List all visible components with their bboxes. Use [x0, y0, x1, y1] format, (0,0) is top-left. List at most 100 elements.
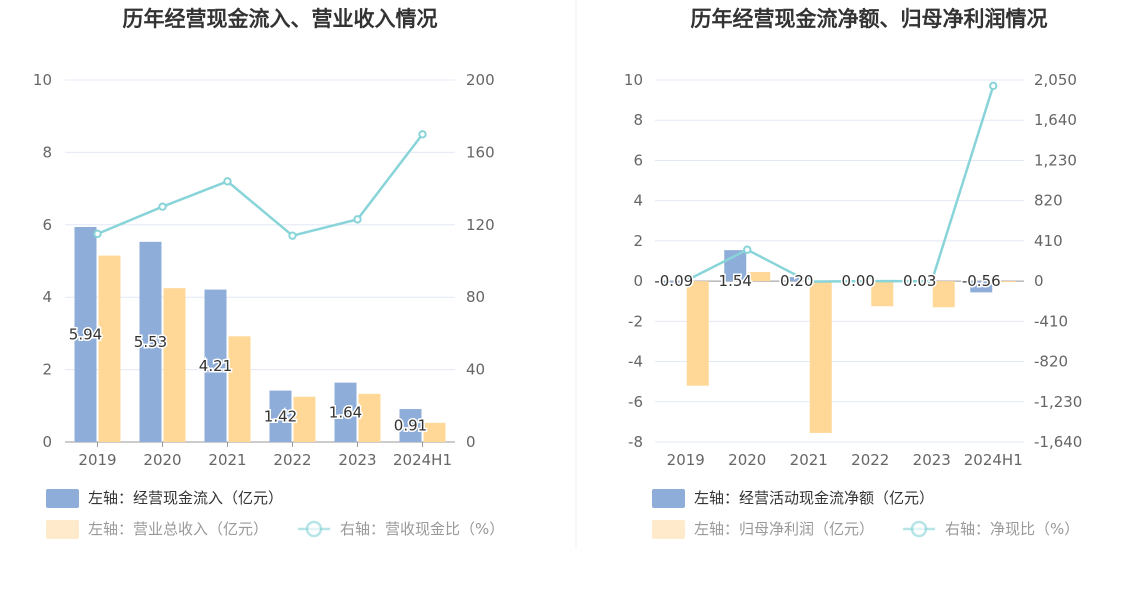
bar-series2: [163, 288, 186, 442]
line-point: [989, 81, 998, 91]
legend-marker: [910, 520, 928, 538]
bar-series1: [785, 277, 808, 282]
left-axis-tick: 4: [633, 192, 643, 210]
bar-series2: [293, 396, 316, 442]
bar-data-label: 0.03: [903, 272, 936, 290]
x-axis-tick: 2024H1: [964, 451, 1023, 469]
line-point: [223, 177, 232, 186]
legend-swatch: [652, 489, 685, 508]
bar-series2: [98, 255, 121, 442]
left-axis-tick: 0: [633, 272, 643, 290]
line-series: [685, 85, 995, 283]
bar-series2: [748, 272, 771, 282]
left-axis-tick: 10: [33, 71, 52, 89]
bar-series2: [809, 281, 832, 433]
x-axis-tick: 2020: [143, 451, 181, 469]
x-axis-tick: 2023: [913, 451, 951, 469]
line-point: [927, 277, 936, 286]
line-point: [866, 276, 875, 286]
bar-data-label: 1.42: [264, 407, 297, 425]
legend-label: 右轴：净现比（%）: [945, 520, 1079, 538]
right-axis-tick: 410: [1034, 232, 1063, 250]
bar-series1: [970, 281, 993, 293]
legend-label: 右轴：营收现金比（%）: [340, 520, 504, 538]
line-point: [353, 215, 362, 224]
bar-series2: [686, 281, 709, 386]
right-axis-tick: 120: [466, 216, 495, 234]
x-axis-tick: 2022: [273, 451, 311, 469]
bar-data-label: 1.64: [329, 403, 362, 421]
left-axis-tick: 6: [42, 216, 52, 234]
right-axis-tick: 160: [466, 143, 495, 161]
x-axis-tick: 2022: [851, 451, 889, 469]
line-point: [804, 277, 813, 286]
right-axis-tick: 820: [1034, 192, 1063, 210]
legend-swatch: [46, 520, 79, 539]
right-axis-tick: -820: [1034, 353, 1068, 371]
legend-label: 左轴：归母净利润（亿元）: [694, 520, 874, 538]
bar-series1: [399, 409, 422, 442]
line-point: [288, 231, 297, 240]
bar-data-label: 0.00: [842, 272, 875, 290]
right-axis-tick: -1,640: [1034, 433, 1082, 451]
line-point: [681, 276, 690, 286]
line-point: [418, 130, 427, 139]
right-axis-tick: 1,230: [1034, 151, 1077, 169]
left-axis-tick: 8: [633, 111, 643, 129]
legend-swatch: [652, 520, 685, 539]
x-axis-tick: 2024H1: [393, 451, 452, 469]
left-axis-tick: -6: [628, 393, 643, 411]
left-axis-tick: 2: [42, 361, 52, 379]
x-axis-tick: 2021: [790, 451, 828, 469]
legend-label: 左轴：经营现金流入（亿元）: [88, 489, 283, 507]
right-axis-tick: 200: [466, 71, 495, 89]
bar-series2: [994, 281, 1017, 283]
bar-data-label: 4.21: [199, 357, 232, 375]
right-axis-tick: -1,230: [1034, 393, 1082, 411]
left-axis-tick: -2: [628, 312, 643, 330]
legend-label: 左轴：营业总收入（亿元）: [88, 520, 268, 538]
bar-series2: [228, 336, 251, 442]
right-axis-tick: 0: [1034, 272, 1044, 290]
bar-data-label: -0.56: [962, 272, 1001, 290]
chart-title: 历年经营现金流净额、归母净利润情况: [691, 7, 1048, 31]
bar-series2: [871, 281, 894, 307]
bar-series1: [269, 390, 292, 442]
bar-data-label: 0.91: [394, 417, 427, 435]
right-axis-tick: 80: [466, 288, 485, 306]
left-axis-tick: 0: [42, 433, 52, 451]
right-axis-tick: 2,050: [1034, 71, 1077, 89]
bar-series2: [358, 393, 381, 442]
left-axis-tick: 10: [624, 71, 643, 89]
bar-data-label: 5.53: [134, 333, 167, 351]
bar-series2: [423, 422, 446, 442]
legend-label: 左轴：经营活动现金流净额（亿元）: [694, 489, 934, 507]
line-series: [97, 133, 424, 238]
bar-data-label: 1.54: [719, 272, 752, 290]
left-axis-tick: 4: [42, 288, 52, 306]
bar-series1: [204, 289, 227, 442]
left-axis-tick: -8: [628, 433, 643, 451]
right-axis-tick: 0: [466, 433, 476, 451]
bar-series1: [334, 382, 357, 442]
bar-series1: [74, 226, 97, 442]
bar-series1: [139, 241, 162, 442]
bar-data-label: -0.09: [654, 272, 693, 290]
bar-data-label: 0.20: [780, 272, 813, 290]
x-axis-tick: 2019: [78, 451, 116, 469]
line-point: [158, 202, 167, 211]
chart-title: 历年经营现金流入、营业收入情况: [123, 7, 438, 31]
legend-marker: [305, 520, 323, 538]
right-axis-tick: -410: [1034, 312, 1068, 330]
left-axis-tick: 8: [42, 143, 52, 161]
left-axis-tick: 6: [633, 151, 643, 169]
left-axis-tick: 2: [633, 232, 643, 250]
line-point: [93, 229, 102, 239]
bar-series1: [662, 281, 685, 283]
x-axis-tick: 2023: [338, 451, 376, 469]
x-axis-tick: 2019: [667, 451, 705, 469]
bar-series2: [932, 281, 955, 308]
x-axis-tick: 2021: [208, 451, 246, 469]
